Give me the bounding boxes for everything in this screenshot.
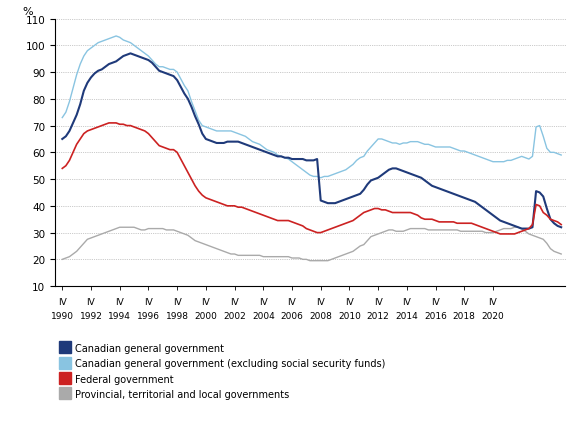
Text: %: % <box>22 7 32 17</box>
Text: 2008: 2008 <box>309 311 332 320</box>
Text: IV: IV <box>86 298 95 306</box>
Text: 2012: 2012 <box>367 311 390 320</box>
Text: IV: IV <box>259 298 267 306</box>
Text: 1994: 1994 <box>108 311 131 320</box>
Text: 2016: 2016 <box>424 311 447 320</box>
Text: IV: IV <box>374 298 383 306</box>
Text: 1992: 1992 <box>79 311 103 320</box>
Text: 2002: 2002 <box>223 311 246 320</box>
Text: IV: IV <box>115 298 124 306</box>
Text: IV: IV <box>316 298 325 306</box>
Text: IV: IV <box>144 298 153 306</box>
Text: 2018: 2018 <box>453 311 476 320</box>
Legend: Canadian general government, Canadian general government (excluding social secur: Canadian general government, Canadian ge… <box>60 343 385 399</box>
Text: IV: IV <box>345 298 354 306</box>
Text: IV: IV <box>431 298 440 306</box>
Text: 2000: 2000 <box>194 311 218 320</box>
Text: IV: IV <box>173 298 182 306</box>
Text: IV: IV <box>58 298 67 306</box>
Text: 1990: 1990 <box>51 311 74 320</box>
Text: IV: IV <box>488 298 498 306</box>
Text: 2020: 2020 <box>481 311 505 320</box>
Text: 1998: 1998 <box>166 311 188 320</box>
Text: IV: IV <box>460 298 469 306</box>
Text: IV: IV <box>288 298 296 306</box>
Text: IV: IV <box>403 298 411 306</box>
Text: 2010: 2010 <box>338 311 361 320</box>
Text: 2014: 2014 <box>396 311 418 320</box>
Text: 2006: 2006 <box>281 311 303 320</box>
Text: IV: IV <box>201 298 210 306</box>
Text: 1996: 1996 <box>137 311 160 320</box>
Text: IV: IV <box>230 298 239 306</box>
Text: 2004: 2004 <box>252 311 275 320</box>
